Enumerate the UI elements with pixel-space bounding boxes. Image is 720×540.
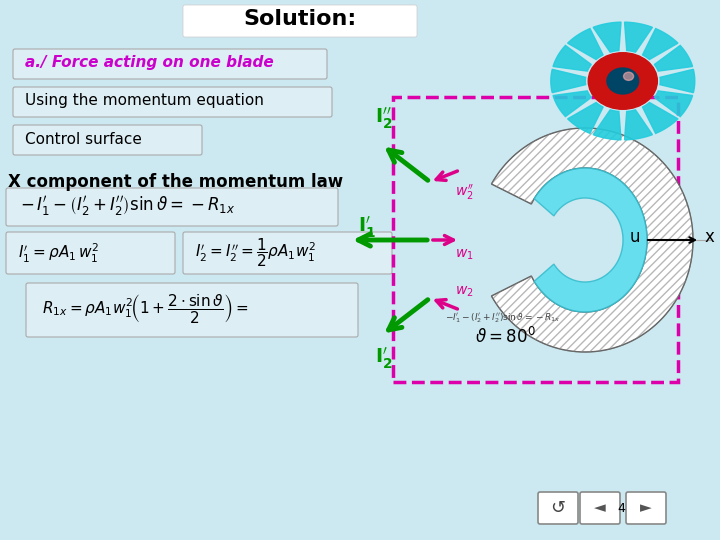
Text: Solution:: Solution: [243,9,356,29]
FancyBboxPatch shape [13,87,332,117]
Text: ↺: ↺ [550,499,566,517]
Polygon shape [534,168,647,312]
FancyBboxPatch shape [538,492,578,524]
Polygon shape [553,45,591,71]
Circle shape [607,68,639,94]
FancyBboxPatch shape [626,492,666,524]
FancyBboxPatch shape [183,5,417,37]
Text: $\mathbf{I_2^{\prime\prime}}$: $\mathbf{I_2^{\prime\prime}}$ [375,105,393,131]
FancyBboxPatch shape [13,49,327,79]
Text: 4: 4 [617,502,625,515]
Polygon shape [551,69,585,93]
Polygon shape [593,22,621,52]
Polygon shape [492,128,693,352]
Polygon shape [593,110,621,140]
Text: Using the momentum equation: Using the momentum equation [25,93,264,109]
Text: $I_2^{\prime} = I_2^{\prime\prime} = \dfrac{1}{2}\rho A_1 w_1^2$: $I_2^{\prime} = I_2^{\prime\prime} = \df… [195,237,316,269]
FancyBboxPatch shape [6,232,175,274]
Circle shape [624,72,634,80]
Text: u: u [629,228,640,246]
FancyBboxPatch shape [183,232,392,274]
Polygon shape [642,29,678,59]
Circle shape [588,53,657,109]
Polygon shape [624,22,652,52]
Text: $\mathbf{I_2^{\prime}}$: $\mathbf{I_2^{\prime}}$ [375,345,393,371]
Polygon shape [624,110,652,140]
FancyBboxPatch shape [580,492,620,524]
Text: $w_2^{\prime\prime}$: $w_2^{\prime\prime}$ [455,183,474,201]
Text: $\mathbf{I_1^{\prime}}$: $\mathbf{I_1^{\prime}}$ [358,214,376,240]
Text: Control surface: Control surface [25,132,142,146]
Polygon shape [567,29,603,59]
Text: $w_1$: $w_1$ [455,248,474,262]
FancyBboxPatch shape [6,188,338,226]
Polygon shape [654,91,693,117]
Text: $-\,I_1^{\prime} - \left(I_2^{\prime} + I_2^{\prime\prime}\right)\sin\vartheta =: $-\,I_1^{\prime} - \left(I_2^{\prime} + … [20,194,235,218]
Text: ►: ► [640,501,652,516]
Polygon shape [660,69,695,93]
Text: x: x [705,228,715,246]
Polygon shape [642,103,678,133]
Polygon shape [654,45,693,71]
FancyBboxPatch shape [13,125,202,155]
FancyBboxPatch shape [26,283,358,337]
Polygon shape [553,91,591,117]
Text: $R_{1x} = \rho A_1 w_1^2 \!\left(1 + \dfrac{2 \cdot \sin\vartheta}{2}\right) =$: $R_{1x} = \rho A_1 w_1^2 \!\left(1 + \df… [42,293,249,326]
Text: $I_1^{\prime} = \rho A_1\, w_1^2$: $I_1^{\prime} = \rho A_1\, w_1^2$ [18,241,99,265]
Text: ◄: ◄ [594,501,606,516]
Text: $\vartheta = 80^0$: $\vartheta = 80^0$ [475,327,536,347]
Polygon shape [567,103,603,133]
Text: a./ Force acting on one blade: a./ Force acting on one blade [25,56,274,71]
Text: $-I_1^{\prime}-(I_2^{\prime}+I_2^{\prime\prime})\sin\vartheta = -R_{1x}$: $-I_1^{\prime}-(I_2^{\prime}+I_2^{\prime… [445,311,561,325]
Text: X component of the momentum law: X component of the momentum law [8,173,343,191]
Text: $w_2$: $w_2$ [455,285,474,299]
